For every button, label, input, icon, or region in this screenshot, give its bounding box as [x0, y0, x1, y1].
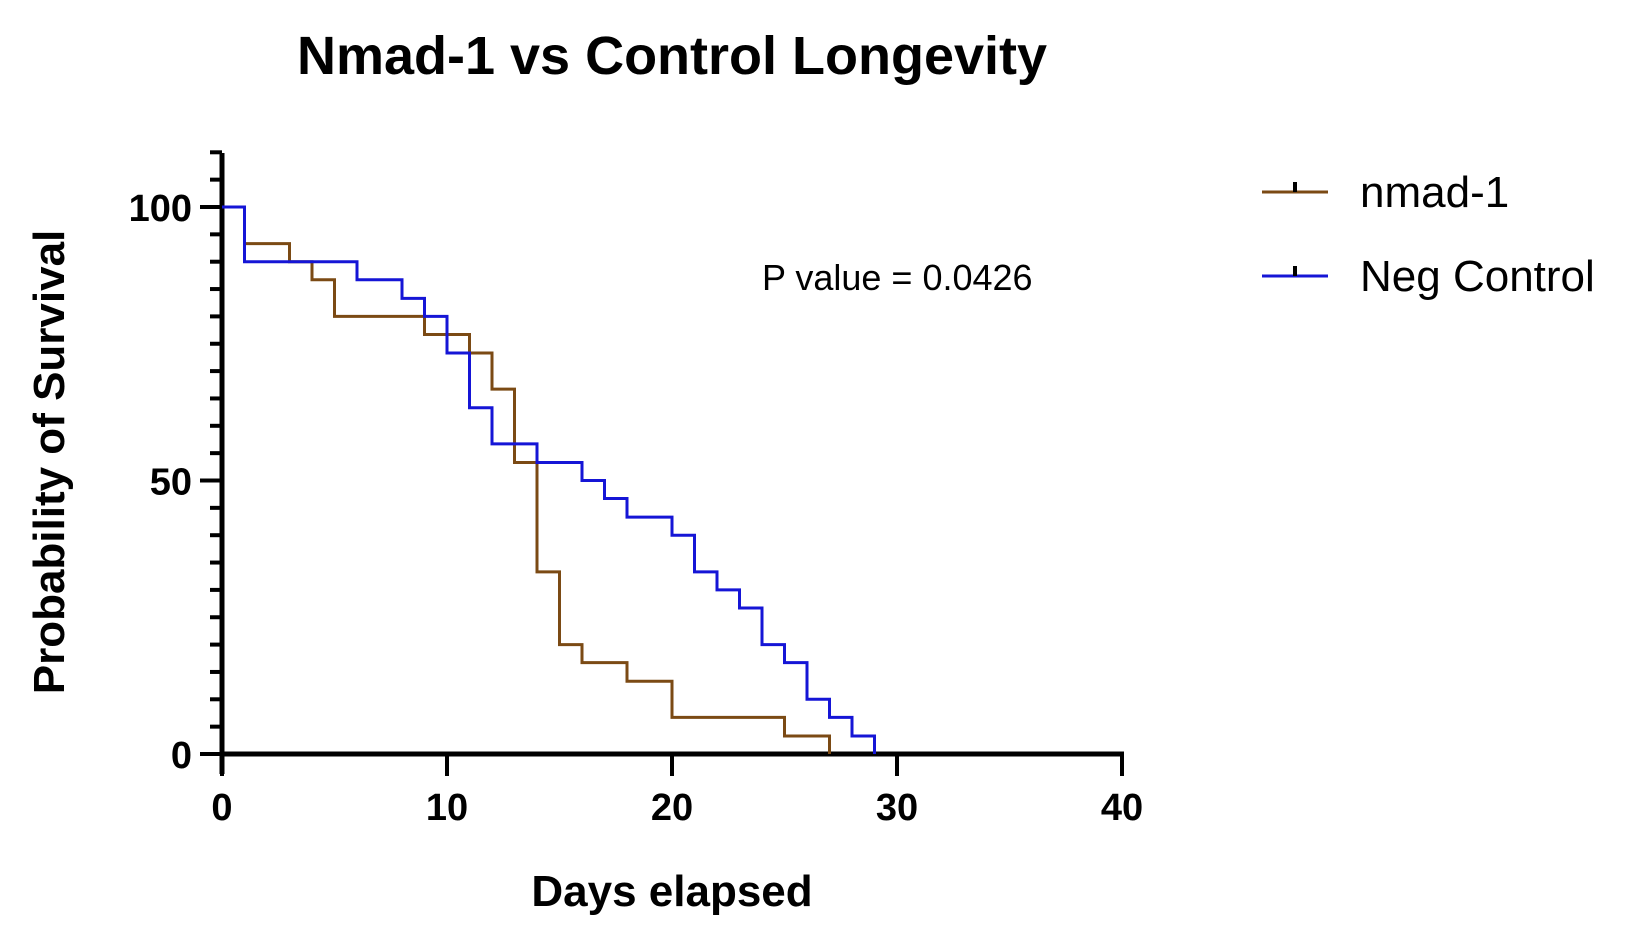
legend-item-1: Neg Control — [1262, 252, 1595, 301]
series-line-1 — [222, 205, 876, 754]
chart-title: Nmad-1 vs Control Longevity — [297, 26, 1047, 86]
x-tick-label: 30 — [876, 787, 918, 829]
plot-area — [222, 205, 876, 754]
y-tick-label: 100 — [129, 188, 192, 230]
x-tick-label: 0 — [211, 787, 232, 829]
p-value-annotation: P value = 0.0426 — [762, 257, 1033, 298]
legend: nmad-1 Neg Control — [1262, 168, 1595, 301]
x-tick-label: 10 — [426, 787, 468, 829]
legend-item-0: nmad-1 — [1262, 168, 1509, 217]
legend-label: nmad-1 — [1360, 168, 1509, 217]
axes: 0 50 100 0 10 20 30 40 — [129, 150, 1143, 829]
x-tick-label: 20 — [651, 787, 693, 829]
x-tick-label: 40 — [1101, 787, 1143, 829]
y-tick-label: 50 — [150, 462, 192, 504]
y-axis-label: Probability of Survival — [25, 230, 74, 695]
series-line-0 — [222, 205, 831, 754]
y-tick-label: 0 — [171, 735, 192, 777]
legend-label: Neg Control — [1360, 252, 1595, 301]
x-axis-label: Days elapsed — [531, 867, 812, 916]
